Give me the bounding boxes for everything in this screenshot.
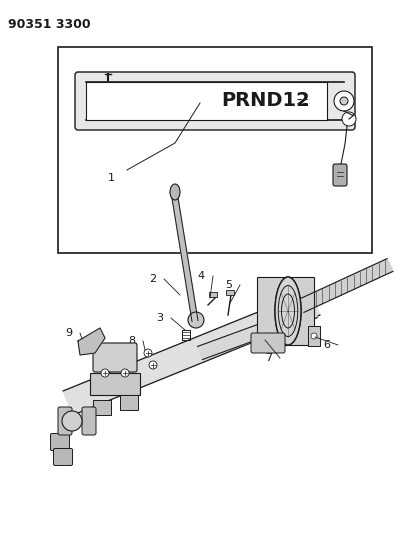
Circle shape [334, 91, 354, 111]
Circle shape [62, 411, 82, 431]
Text: 90351 3300: 90351 3300 [8, 18, 91, 31]
FancyBboxPatch shape [58, 407, 72, 435]
Bar [308, 326, 320, 346]
Ellipse shape [275, 277, 301, 345]
Text: 1: 1 [108, 173, 115, 183]
Bar [90, 373, 140, 395]
Circle shape [144, 349, 152, 357]
Ellipse shape [170, 184, 180, 200]
Circle shape [121, 369, 129, 377]
FancyBboxPatch shape [93, 343, 137, 372]
Text: 4: 4 [198, 271, 205, 281]
Text: 5: 5 [225, 280, 232, 290]
Text: 2: 2 [149, 274, 156, 284]
Bar [257, 277, 314, 345]
Circle shape [342, 112, 356, 126]
FancyBboxPatch shape [51, 433, 69, 450]
Text: 3: 3 [156, 313, 163, 323]
Polygon shape [172, 198, 198, 321]
Bar [209, 292, 217, 297]
Text: PRND12: PRND12 [221, 92, 310, 110]
Circle shape [101, 369, 109, 377]
Text: 9: 9 [65, 328, 72, 338]
Polygon shape [63, 291, 320, 415]
FancyBboxPatch shape [82, 407, 96, 435]
Bar [93, 400, 111, 415]
Polygon shape [198, 304, 318, 360]
Ellipse shape [275, 277, 301, 345]
FancyBboxPatch shape [53, 448, 73, 465]
Text: 8: 8 [128, 336, 135, 346]
Circle shape [188, 312, 204, 328]
Bar [86, 82, 327, 120]
FancyBboxPatch shape [75, 72, 355, 130]
Bar [120, 395, 138, 410]
Bar [58, 47, 372, 253]
Circle shape [340, 97, 348, 105]
Circle shape [149, 361, 157, 369]
Circle shape [311, 333, 317, 339]
Text: 6: 6 [323, 340, 330, 350]
Text: 7: 7 [265, 353, 272, 363]
Polygon shape [298, 259, 393, 312]
FancyBboxPatch shape [251, 333, 285, 353]
FancyBboxPatch shape [333, 164, 347, 186]
Polygon shape [78, 328, 105, 355]
Bar [226, 290, 234, 295]
